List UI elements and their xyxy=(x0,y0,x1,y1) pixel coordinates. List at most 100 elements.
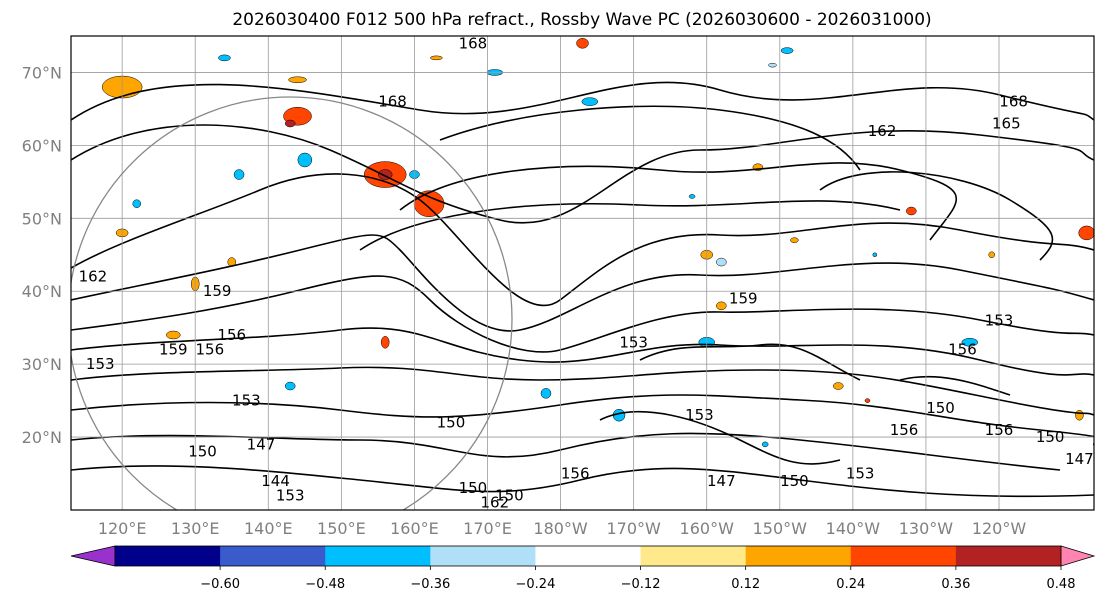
colorbar-tick-label: 0.48 xyxy=(1047,577,1076,592)
lat-tick-label: 60°N xyxy=(22,136,62,155)
contour-label: 162 xyxy=(79,268,108,286)
lat-tick-label: 40°N xyxy=(22,282,62,301)
lon-tick-label: 170°E xyxy=(463,519,512,538)
contour-label: 159 xyxy=(159,341,188,359)
lon-tick-label: 130°E xyxy=(171,519,220,538)
lon-tick-label: 130°W xyxy=(899,519,954,538)
contour-label: 165 xyxy=(992,115,1021,133)
contour-line xyxy=(399,162,958,241)
contour-label: 153 xyxy=(846,465,875,483)
contour-label: 150 xyxy=(780,472,809,490)
colorbar-swatch xyxy=(220,546,326,566)
contour-label: 162 xyxy=(868,122,897,140)
anomaly-blob xyxy=(864,398,871,403)
anomaly-blob xyxy=(872,252,878,258)
contour-label: 147 xyxy=(1065,450,1094,468)
contour-line xyxy=(71,465,1094,498)
contour-line xyxy=(71,234,1094,332)
contour-label: 144 xyxy=(261,472,290,490)
colorbar-swatch xyxy=(745,546,852,566)
colorbar-swatch xyxy=(115,546,221,566)
contour-label: 156 xyxy=(985,421,1014,439)
colorbar-tick-label: −0.36 xyxy=(410,577,450,592)
lon-tick-label: 170°W xyxy=(606,519,661,538)
contour-line xyxy=(439,105,861,171)
colorbar-tick-label: −0.12 xyxy=(621,577,661,592)
anomaly-blob xyxy=(581,97,599,106)
colorbar-swatch xyxy=(850,546,957,566)
anomaly-blob xyxy=(380,336,390,349)
contour-line xyxy=(819,171,1054,261)
contour-label: 156 xyxy=(890,421,919,439)
anomaly-blob xyxy=(430,55,443,61)
colorbar-extend-min xyxy=(70,545,116,567)
anomaly-blob xyxy=(688,194,696,199)
lon-tick-label: 150°W xyxy=(753,519,808,538)
anomaly-blob xyxy=(166,330,181,340)
contour-line xyxy=(71,394,1094,446)
colorbar-tick-label: −0.24 xyxy=(516,577,556,592)
contour-line xyxy=(71,173,1094,307)
anomaly-blob xyxy=(833,382,844,390)
anomaly-blob xyxy=(540,388,552,399)
lon-tick-label: 140°E xyxy=(244,519,293,538)
contour-line xyxy=(71,327,1094,376)
colorbar: −0.60 −0.48 −0.36 −0.24 −0.12 0.12 0.24 0.36 0.4… xyxy=(70,545,1096,592)
anomaly-blob xyxy=(768,62,777,68)
lon-tick-label: 180°W xyxy=(533,519,588,538)
contour-label: 150 xyxy=(495,486,524,504)
anomaly-blob xyxy=(288,76,307,84)
contour-label: 162 xyxy=(480,494,509,512)
contour-label: 156 xyxy=(561,465,590,483)
contour-label: 153 xyxy=(232,392,261,410)
anomaly-blob xyxy=(961,338,979,347)
contour-label: 150 xyxy=(459,479,488,497)
anomaly-fill-layer xyxy=(101,38,1094,448)
contour-label: 147 xyxy=(247,435,276,453)
lat-tick-label: 70°N xyxy=(22,63,62,82)
contour-label: 153 xyxy=(86,355,115,373)
contour-label: 159 xyxy=(203,282,232,300)
anomaly-blob xyxy=(1078,225,1094,241)
contour-label: 150 xyxy=(188,443,217,461)
lon-tick-label: 160°W xyxy=(680,519,735,538)
grid-layer xyxy=(71,36,1094,510)
colorbar-swatch xyxy=(430,546,536,566)
anomaly-blob xyxy=(132,199,142,208)
contour-line xyxy=(599,410,841,465)
colorbar-tick-label: −0.60 xyxy=(200,577,240,592)
lat-tick-label: 30°N xyxy=(22,355,62,374)
colorbar-tick-label: 0.24 xyxy=(836,577,865,592)
lat-tick-label: 50°N xyxy=(22,209,62,228)
anomaly-blob xyxy=(761,441,769,448)
anomaly-blob xyxy=(576,38,589,49)
lon-tick-label: 150°E xyxy=(317,519,366,538)
colorbar-swatch xyxy=(640,546,747,566)
contour-line xyxy=(359,200,901,251)
anomaly-blob xyxy=(780,47,794,54)
anomaly-blob xyxy=(716,257,727,267)
contour-label: 156 xyxy=(196,341,225,359)
contour-label: 150 xyxy=(1036,428,1065,446)
contour-label: 153 xyxy=(985,311,1014,329)
colorbar-extend-max xyxy=(1060,545,1096,567)
contour-label: 168 xyxy=(459,34,488,52)
colorbar-tick-label: −0.48 xyxy=(305,577,345,592)
contour-line xyxy=(71,81,1094,121)
lat-tick-label: 20°N xyxy=(22,428,62,447)
contour-label: 153 xyxy=(276,486,305,504)
contour-label: 159 xyxy=(729,290,758,308)
contour-line xyxy=(71,366,1094,416)
lon-tick-label: 120°W xyxy=(972,519,1027,538)
contour-line xyxy=(71,124,1094,224)
contour-label: 156 xyxy=(217,326,246,344)
anomaly-blob xyxy=(988,251,995,259)
lon-tick-label: 160°E xyxy=(390,519,439,538)
chart-title: 2026030400 F012 500 hPa refract., Rossby… xyxy=(232,10,931,30)
contour-label: 150 xyxy=(437,413,466,431)
contour-line xyxy=(71,275,1094,353)
anomaly-blob xyxy=(297,152,313,168)
lon-tick-label: 120°E xyxy=(98,519,147,538)
colorbar-swatch xyxy=(955,546,1062,566)
